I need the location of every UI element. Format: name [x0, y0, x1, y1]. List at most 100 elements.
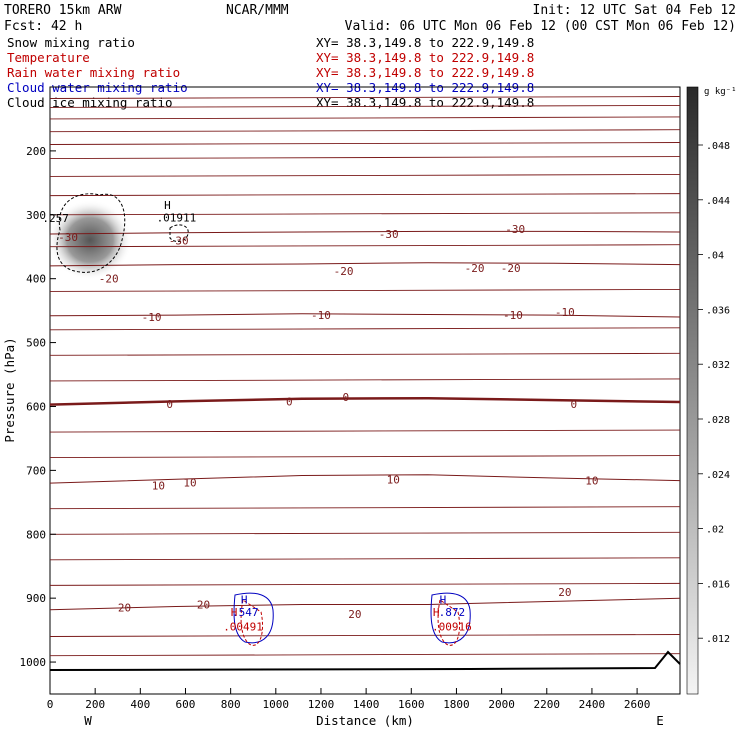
plot-frame — [49, 86, 681, 695]
contour-label: -20 — [334, 265, 354, 278]
isotherm-line — [49, 96, 681, 99]
west-label: W — [84, 713, 92, 728]
isotherm-line — [49, 116, 681, 120]
high-marker: H — [433, 606, 440, 619]
field-name: Rain water mixing ratio — [7, 65, 180, 80]
isotherm-line — [49, 429, 681, 433]
isotherm-line — [49, 597, 681, 611]
x-tick-label: 2200 — [534, 698, 561, 711]
y-tick-label: 600 — [26, 400, 46, 413]
axes-layer: 0 200 400 600 800 1000 1200 1400 1600 1800 2000 220… — [20, 145, 651, 711]
y-tick-label: 1000 — [20, 656, 47, 669]
y-tick-label: 900 — [26, 592, 46, 605]
cloud-water-contour — [430, 592, 471, 644]
isotherm-line — [49, 156, 681, 160]
high-marker: H — [231, 606, 238, 619]
y-tick-label: 800 — [26, 528, 46, 541]
high-marker: H — [241, 593, 248, 606]
field-name: Temperature — [7, 50, 90, 65]
isotherm-line — [49, 455, 681, 459]
x-tick-label: 2600 — [624, 698, 651, 711]
contour-label: -30 — [58, 231, 78, 244]
x-tick-label: 1200 — [308, 698, 335, 711]
isotherm-line — [49, 653, 681, 657]
isotherm-line — [49, 378, 681, 382]
y-tick-label: 200 — [26, 145, 46, 158]
contour-layer: -30 -30 -30 -30 -20 -20 -20 -20 -10 -10 -10 -10 0 0 0 0… — [42, 96, 681, 671]
isotherm-line — [49, 104, 681, 108]
contour-label: -10 — [142, 311, 162, 324]
x-tick-label: 0 — [47, 698, 54, 711]
colorbar-label: .032 — [706, 360, 730, 371]
y-axis-title: Pressure (hPa) — [2, 337, 17, 442]
contour-label: 0 — [286, 395, 293, 408]
east-label: E — [656, 713, 664, 728]
contour-label: .547 — [232, 606, 259, 619]
contour-label: -20 — [465, 262, 485, 275]
isotherm-line — [49, 262, 681, 267]
contour-label: -20 — [501, 262, 521, 275]
center-title: NCAR/MMM — [226, 3, 289, 18]
contour-label: 20 — [348, 608, 361, 621]
isotherm-line — [49, 244, 681, 248]
colorbar-label: .044 — [706, 196, 730, 207]
contour-label: -30 — [379, 228, 399, 241]
isotherm-line — [49, 352, 681, 356]
rain-contour — [240, 599, 264, 646]
field-name: Snow mixing ratio — [7, 35, 135, 50]
field-xy: XY= 38.3,149.8 to 222.9,149.8 — [316, 50, 534, 65]
contour-label: 20 — [558, 586, 571, 599]
init-time: Init: 12 UTC Sat 04 Feb 12 — [533, 3, 737, 18]
isotherm-line — [49, 212, 681, 216]
x-tick-label: 2400 — [579, 698, 606, 711]
field-name: Cloud ice mixing ratio — [7, 95, 173, 110]
isotherm-line — [49, 174, 681, 177]
colorbar-label: .048 — [706, 141, 730, 152]
isotherm-line — [49, 327, 681, 331]
ground-line — [49, 650, 681, 671]
isotherm-line — [49, 557, 681, 561]
isotherm-line — [49, 289, 681, 292]
x-tick-label: 2000 — [488, 698, 515, 711]
cloud-water-contour — [233, 592, 274, 644]
contour-label: 10 — [585, 475, 598, 488]
isotherm-line — [49, 142, 681, 145]
forecast-hour: Fcst: 42 h — [4, 19, 82, 34]
cloud-ice-contour — [169, 224, 189, 242]
contour-label: 0 — [571, 398, 578, 411]
y-tick-label: 500 — [26, 337, 46, 350]
contour-label: 10 — [183, 477, 196, 490]
isotherm-line — [49, 506, 681, 510]
isotherm-line — [49, 193, 681, 197]
colorbar-label: .016 — [706, 579, 730, 590]
contour-label: .00491 — [223, 620, 263, 633]
colorbar-label: .024 — [706, 470, 730, 481]
contour-label: 20 — [118, 602, 131, 615]
isotherm-line — [49, 634, 681, 637]
isotherm-line — [49, 396, 681, 406]
contour-label: 0 — [342, 391, 349, 404]
y-tick-label: 700 — [26, 464, 46, 477]
valid-time: Valid: 06 UTC Mon 06 Feb 12 (00 CST Mon … — [345, 19, 736, 34]
contour-label: 20 — [197, 599, 210, 612]
x-axis-title: Distance (km) — [316, 713, 414, 728]
field-xy: XY= 38.3,149.8 to 222.9,149.8 — [316, 35, 534, 50]
colorbar-label: .04 — [706, 251, 724, 262]
isotherm-line — [49, 474, 681, 484]
y-tick-label: 300 — [26, 209, 46, 222]
contour-label: .01911 — [157, 211, 197, 224]
colorbar-label: .012 — [706, 634, 730, 645]
rain-contour — [437, 599, 461, 646]
isotherm-line — [49, 230, 681, 235]
isotherm-line — [49, 531, 681, 535]
model-title: TORERO 15km ARW — [4, 3, 122, 18]
isotherm-line — [49, 582, 681, 586]
x-tick-label: 1400 — [353, 698, 380, 711]
colorbar-label: .028 — [706, 415, 730, 426]
x-tick-label: 600 — [176, 698, 196, 711]
contour-label: -10 — [311, 309, 331, 322]
field-xy: XY= 38.3,149.8 to 222.9,149.8 — [316, 65, 534, 80]
contour-label: 10 — [387, 473, 400, 486]
